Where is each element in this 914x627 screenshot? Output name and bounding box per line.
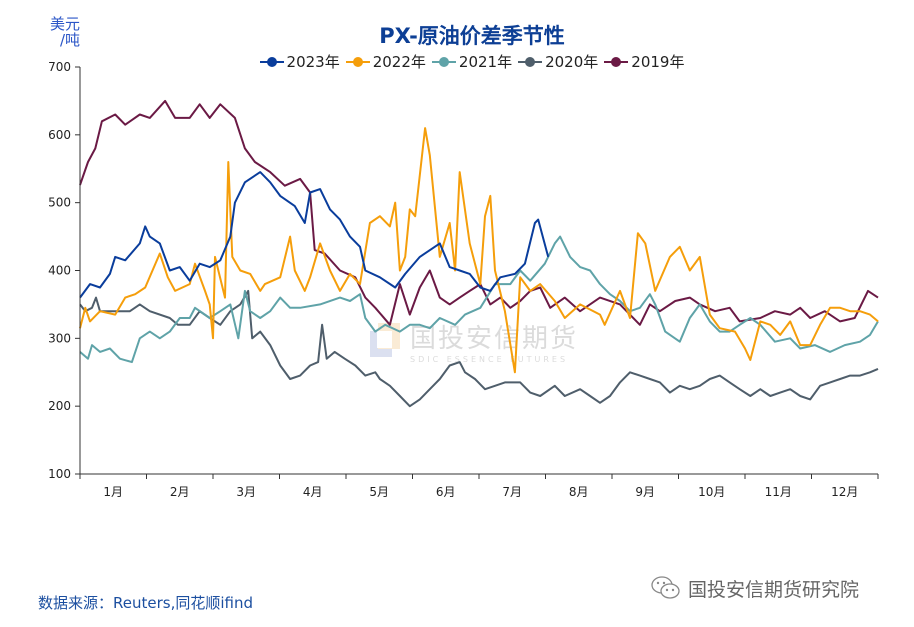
- x-tick-label: 5月: [369, 485, 389, 499]
- legend-label: 2021年: [458, 53, 513, 71]
- legend-marker-icon: [518, 56, 543, 67]
- legend-item[interactable]: 2021年: [431, 51, 513, 72]
- series-line-2023: [79, 171, 550, 299]
- series-line-2022: [79, 127, 879, 374]
- x-tick-label: 12月: [831, 485, 858, 499]
- x-tick-label: 6月: [436, 485, 456, 499]
- y-tick-label: 600: [48, 128, 71, 142]
- x-tick-label: 3月: [236, 485, 256, 499]
- legend-item[interactable]: 2020年: [518, 51, 598, 72]
- x-tick-label: 7月: [502, 485, 522, 499]
- y-tick-label: 400: [48, 264, 71, 278]
- unit-bottom: /吨: [59, 31, 80, 49]
- x-tick-label: 10月: [698, 485, 725, 499]
- legend-label: 2023年: [286, 53, 340, 71]
- y-tick-label: 500: [48, 196, 71, 210]
- legend-marker-icon: [259, 56, 284, 67]
- wechat-icon: [651, 576, 680, 599]
- brand: 国投安信期货研究院: [650, 574, 859, 602]
- legend-label: 2022年: [372, 53, 426, 71]
- unit-top: 美元: [49, 15, 80, 33]
- watermark-cn: 国投安信期货: [410, 324, 579, 354]
- legend-marker-icon: [345, 56, 370, 67]
- chart-title: PX-原油价差季节性: [379, 24, 565, 48]
- series-line-2019: [79, 99, 879, 326]
- x-tick-label: 11月: [765, 485, 792, 499]
- y-tick-label: 200: [48, 399, 71, 413]
- legend-item[interactable]: 2019年: [604, 51, 684, 72]
- watermark-en: SDIC ESSENCE FUTURES: [410, 355, 569, 364]
- legend-marker-icon: [431, 56, 456, 67]
- y-tick-label: 700: [48, 60, 71, 74]
- legend-label: 2020年: [545, 53, 599, 71]
- x-tick-label: 8月: [569, 485, 589, 499]
- x-tick-label: 4月: [303, 485, 323, 499]
- brand-name: 国投安信期货研究院: [688, 578, 860, 601]
- x-tick-label: 1月: [103, 485, 123, 499]
- x-tick-label: 9月: [635, 485, 655, 499]
- legend-item[interactable]: 2023年: [259, 51, 340, 72]
- legend: 2023年 2022年 2021年 2020年 2019年: [0, 51, 914, 72]
- legend-item[interactable]: 2022年: [345, 51, 426, 72]
- series-line-2021: [79, 235, 879, 364]
- series-line-2020: [79, 289, 879, 408]
- legend-label: 2019年: [631, 53, 685, 71]
- y-tick-label: 300: [48, 331, 71, 345]
- x-tick-label: 2月: [170, 485, 190, 499]
- y-axis-unit: 美元 /吨: [40, 16, 80, 48]
- y-tick-label: 100: [48, 467, 71, 481]
- data-source: 数据来源：Reuters,同花顺ifind: [38, 594, 253, 612]
- legend-marker-icon: [604, 56, 629, 67]
